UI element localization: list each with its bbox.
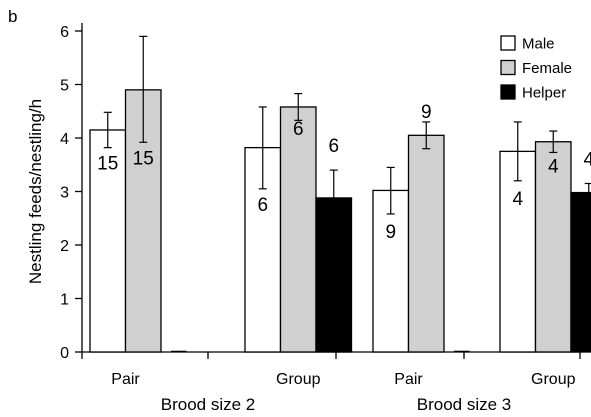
- panel-label: b: [8, 7, 17, 26]
- sample-size-labels: 15 6 9 4 15 6 9 4 6 4: [97, 102, 591, 243]
- y-tick-label: 4: [60, 131, 69, 148]
- x-tick-label: Pair: [394, 371, 423, 388]
- x-tick-label: Group: [531, 371, 576, 388]
- chart-legend: Male Female Helper: [500, 35, 572, 102]
- legend-label-male: Male: [522, 36, 555, 53]
- x-group-label: Brood size 3: [417, 395, 512, 414]
- sample-size-label: 9: [385, 222, 396, 243]
- sample-size-label: 4: [548, 156, 559, 177]
- sample-size-label: 15: [97, 154, 118, 175]
- chart-bars: [89, 89, 591, 353]
- bar-male: [372, 189, 410, 353]
- y-tick-label: 0: [60, 345, 69, 362]
- sample-size-label: 6: [257, 195, 268, 216]
- sample-size-label: 4: [583, 149, 591, 170]
- y-tick-label: 3: [60, 185, 69, 202]
- legend-label-helper: Helper: [522, 85, 566, 102]
- legend-swatch-helper: [500, 84, 516, 100]
- sample-size-label: 4: [512, 189, 523, 210]
- y-tick-label: 1: [60, 292, 69, 309]
- y-tick-label: 2: [60, 238, 69, 255]
- y-tick-label: 5: [60, 78, 69, 95]
- legend-swatch-female: [500, 59, 516, 76]
- y-tick-label: 6: [60, 24, 69, 41]
- bar-female: [407, 134, 445, 353]
- sample-size-label: 6: [328, 136, 339, 157]
- sample-size-label: 6: [293, 119, 304, 140]
- x-tick-label: Group: [276, 371, 321, 388]
- bar-female: [279, 106, 317, 353]
- legend-label-female: Female: [522, 60, 572, 77]
- x-group-label: Brood size 2: [161, 395, 256, 414]
- bar-male: [89, 129, 127, 353]
- error-bars: [103, 35, 591, 226]
- bar-male: [499, 150, 537, 353]
- chart-axes: 0 1 2 3 4 5 6 Pair Group Pair Group Brood size 2 Bro…: [26, 23, 581, 414]
- legend-swatch-male: [500, 35, 516, 51]
- x-tick-label: Pair: [111, 371, 140, 388]
- y-axis-label: Nestling feeds/nestling/h: [26, 99, 45, 284]
- sample-size-label: 9: [421, 102, 432, 123]
- bar-helper: [570, 191, 591, 353]
- sample-size-label: 15: [133, 148, 154, 169]
